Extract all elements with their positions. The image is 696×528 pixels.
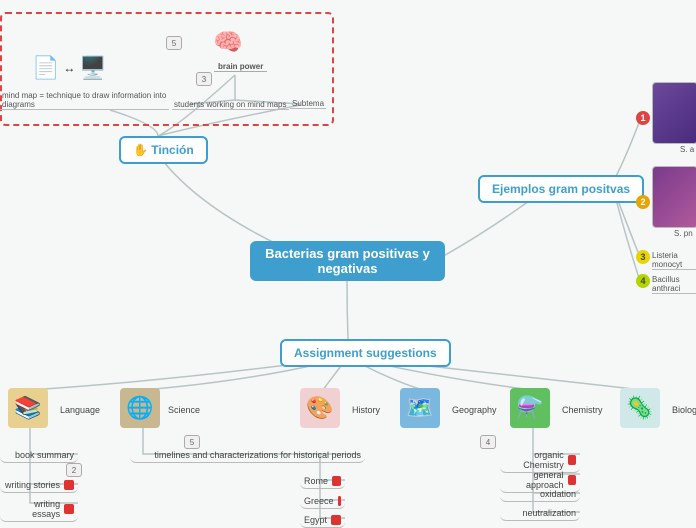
gram-label-2[interactable]: S. pn	[674, 229, 693, 238]
mindmap-count: 5	[166, 36, 182, 50]
lang-count: 2	[66, 463, 82, 477]
brain-title[interactable]: brain power	[214, 62, 267, 72]
cat-icon-geography: 🗺️	[400, 388, 440, 428]
gram-badge-4: 4	[636, 274, 650, 288]
pdf-icon	[568, 455, 576, 465]
cat-icon-history: 🎨	[300, 388, 340, 428]
cat-label-history[interactable]: History	[352, 405, 380, 415]
gram-img-1	[652, 82, 696, 144]
hist-item-1[interactable]: Rome	[300, 474, 345, 489]
cat-icon-biology: 🦠	[620, 388, 660, 428]
gram-badge-3: 3	[636, 250, 650, 264]
mindmap-graphic: 📄↔🖥️	[32, 50, 132, 85]
sci-count: 5	[184, 435, 200, 449]
geo-count: 4	[480, 435, 496, 449]
brain-child-2[interactable]: Subtema	[290, 99, 326, 109]
gram-label-3[interactable]: Listeria monocyt	[652, 251, 696, 270]
lang-item-3[interactable]: writing essays	[0, 497, 78, 522]
cat-icon-science: 🌐	[120, 388, 160, 428]
pdf-icon	[332, 476, 341, 486]
brain-icon: 🧠	[208, 28, 248, 58]
ejemplos-node[interactable]: Ejemplos gram positvas	[478, 175, 644, 203]
gram-label-4[interactable]: Bacillus anthraci	[652, 275, 696, 294]
chem-item-4[interactable]: neutralization	[500, 506, 580, 521]
pdf-icon	[64, 480, 74, 490]
gram-badge-1: 1	[636, 111, 650, 125]
assignment-node[interactable]: Assignment suggestions	[280, 339, 451, 367]
pdf-icon	[64, 504, 74, 514]
brain-count: 3	[196, 72, 212, 86]
cat-icon-language: 📚	[8, 388, 48, 428]
hist-item-2[interactable]: Greece	[300, 494, 345, 509]
gram-badge-2: 2	[636, 195, 650, 209]
cat-label-chemistry[interactable]: Chemistry	[562, 405, 603, 415]
cat-label-geography[interactable]: Geography	[452, 405, 497, 415]
pdf-icon	[568, 475, 577, 485]
tincion-node[interactable]: ✋ Tinción	[119, 136, 208, 164]
cat-label-biology[interactable]: Biology	[672, 405, 696, 415]
pdf-icon	[338, 496, 341, 506]
root-node[interactable]: Bacterias gram positivas y negativas	[250, 241, 445, 281]
pdf-icon	[331, 515, 341, 525]
cat-label-science[interactable]: Science	[168, 405, 200, 415]
brain-child-1[interactable]: students working on mind maps	[172, 100, 289, 110]
sci-item-1[interactable]: timelines and characterizations for hist…	[130, 448, 365, 463]
gram-img-2	[652, 166, 696, 228]
gram-label-1[interactable]: S. a	[680, 145, 694, 154]
lang-item-1[interactable]: book summary	[0, 448, 78, 463]
lang-item-2[interactable]: writing stories	[0, 478, 78, 493]
chem-item-3[interactable]: oxidation	[500, 487, 580, 502]
cat-icon-chemistry: ⚗️	[510, 388, 550, 428]
cat-label-language[interactable]: Language	[60, 405, 100, 415]
hist-item-3[interactable]: Egypt	[300, 513, 345, 528]
mindmap-text[interactable]: mind map = technique to draw information…	[0, 91, 169, 110]
